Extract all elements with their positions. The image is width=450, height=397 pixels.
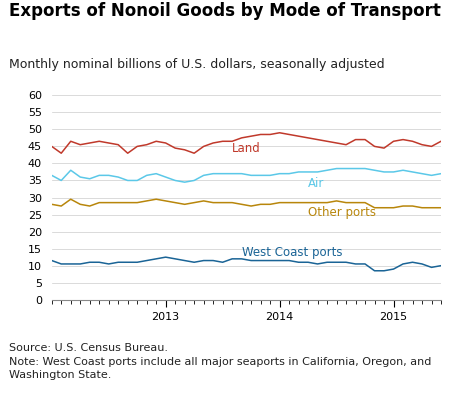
Text: Air: Air — [308, 177, 324, 190]
Text: Other ports: Other ports — [308, 206, 376, 219]
Text: Land: Land — [232, 142, 261, 154]
Text: West Coast ports: West Coast ports — [242, 245, 342, 258]
Text: Exports of Nonoil Goods by Mode of Transport: Exports of Nonoil Goods by Mode of Trans… — [9, 2, 441, 20]
Text: Monthly nominal billions of U.S. dollars, seasonally adjusted: Monthly nominal billions of U.S. dollars… — [9, 58, 385, 71]
Text: Source: U.S. Census Bureau.
Note: West Coast ports include all major seaports in: Source: U.S. Census Bureau. Note: West C… — [9, 343, 432, 380]
